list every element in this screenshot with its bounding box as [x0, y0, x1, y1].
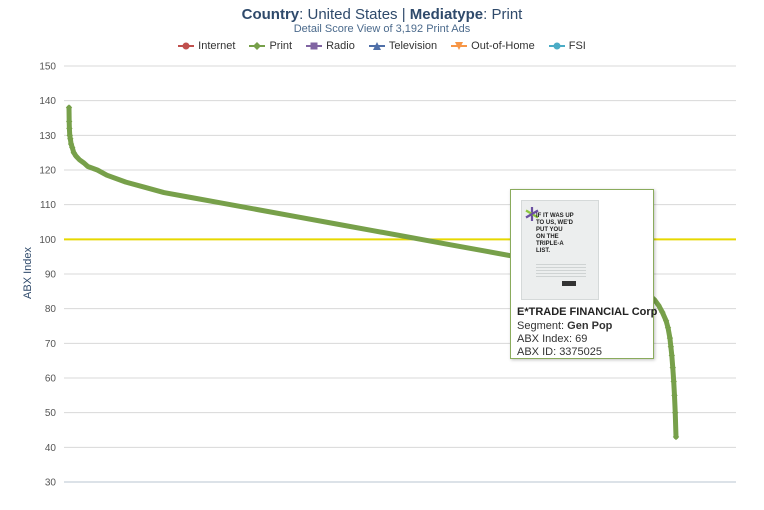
data-point[interactable] [66, 125, 73, 132]
y-axis-ticks: 30 40 50 60 70 80 90 100 110 120 130 140 150 [39, 62, 56, 489]
y-tick-label: 100 [39, 235, 56, 246]
tooltip-index: ABX Index: 69 [517, 333, 587, 345]
y-tick-label: 30 [45, 478, 57, 489]
data-point[interactable] [669, 364, 676, 371]
legend-item-radio[interactable]: Radio [306, 40, 355, 52]
mediatype-label: Mediatype [409, 6, 484, 23]
legend-item-fsi[interactable]: FSI [548, 40, 586, 52]
data-point[interactable] [671, 392, 678, 399]
index-value: 69 [575, 333, 588, 345]
series-print [65, 104, 680, 441]
data-point[interactable] [664, 324, 672, 331]
data-point[interactable] [72, 152, 80, 160]
legend-item-internet[interactable]: Internet [178, 40, 235, 52]
triangle-marker-icon [368, 42, 385, 50]
y-tick-label: 90 [45, 270, 57, 281]
data-point[interactable] [672, 433, 680, 441]
title-separator: | [401, 6, 406, 23]
data-point[interactable] [69, 144, 76, 151]
ad-headline: IF IT WAS UP TO US, WE'D PUT YOU ON THE … [536, 213, 574, 254]
y-tick-label: 150 [39, 62, 56, 73]
data-point[interactable] [667, 343, 675, 350]
y-axis-label: ABX Index [22, 247, 34, 299]
data-point[interactable] [65, 104, 73, 111]
y-tick-label: 70 [45, 339, 57, 350]
mediatype-value: Print [491, 6, 523, 23]
y-tick-label: 110 [40, 200, 56, 211]
ad-thumbnail[interactable]: IF IT WAS UP TO US, WE'D PUT YOU ON THE … [521, 200, 599, 300]
data-point[interactable] [672, 409, 679, 416]
data-point[interactable] [67, 135, 74, 142]
y-tick-label: 80 [45, 304, 57, 315]
y-tick-label: 40 [45, 443, 57, 454]
etrade-asterisk-icon [525, 207, 539, 221]
tooltip-segment: Segment: Gen Pop [517, 320, 612, 332]
data-point[interactable] [66, 132, 73, 139]
data-point[interactable] [67, 140, 75, 148]
ad-logo [562, 281, 576, 286]
legend-label-television: Television [388, 40, 438, 52]
data-point[interactable] [65, 118, 73, 125]
legend-item-television[interactable]: Television [368, 40, 438, 52]
legend-item-print[interactable]: Print [249, 40, 292, 52]
y-tick-label: 50 [45, 408, 57, 419]
index-label: ABX Index: [517, 333, 573, 345]
chart-title: Country: United States | Mediatype: Prin… [241, 6, 523, 23]
legend-label-radio: Radio [326, 40, 355, 52]
ad-body-copy [536, 264, 586, 278]
legend-label-fsi: FSI [568, 40, 586, 52]
circle-marker-icon [548, 42, 565, 50]
data-point[interactable] [666, 334, 674, 342]
diamond-marker-icon [249, 42, 266, 50]
legend-label-out-of-home: Out-of-Home [471, 40, 535, 52]
legend-label-print: Print [269, 40, 293, 52]
segment-value: Gen Pop [567, 320, 613, 332]
country-label: Country [241, 6, 300, 23]
id-label: ABX ID: [517, 346, 557, 358]
circle-marker-icon [178, 42, 195, 50]
triangle-down-marker-icon [451, 42, 468, 50]
legend-label-internet: Internet [198, 40, 236, 52]
y-tick-label: 130 [39, 131, 56, 142]
data-point[interactable] [659, 308, 666, 316]
y-tick-label: 60 [45, 374, 57, 385]
y-tick-label: 120 [39, 166, 56, 177]
data-point[interactable] [662, 317, 670, 324]
segment-label: Segment: [517, 320, 565, 332]
point-tooltip: IF IT WAS UP TO US, WE'D PUT YOU ON THE … [510, 189, 658, 359]
y-tick-label: 140 [39, 96, 56, 107]
legend: Internet Print Radio Television Out-of-H… [0, 40, 764, 52]
chart-subtitle: Detail Score View of 3,192 Print Ads [293, 23, 471, 35]
tooltip-company: E*TRADE FINANCIAL Corp [517, 306, 658, 318]
legend-item-out-of-home[interactable]: Out-of-Home [451, 40, 535, 52]
square-marker-icon [306, 42, 323, 50]
data-point[interactable] [668, 352, 676, 359]
data-point[interactable] [670, 378, 677, 385]
gridlines [64, 65, 736, 483]
data-point[interactable] [655, 302, 662, 309]
country-value: United States [307, 6, 398, 23]
tooltip-id: ABX ID: 3375025 [517, 346, 602, 358]
id-value: 3375025 [559, 346, 603, 358]
